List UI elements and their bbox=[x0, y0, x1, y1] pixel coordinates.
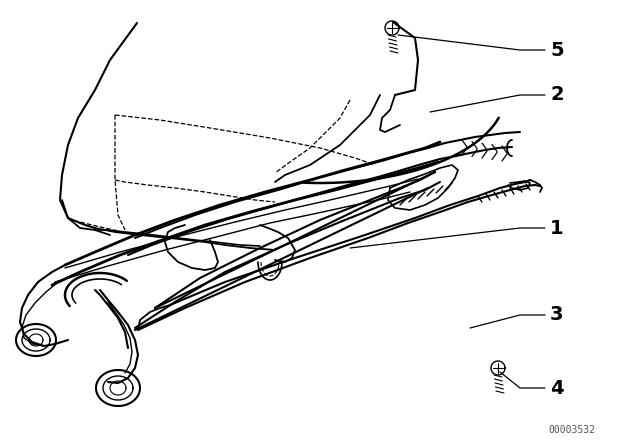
Text: 3: 3 bbox=[550, 306, 563, 324]
Text: 5: 5 bbox=[550, 40, 564, 60]
Text: 00003532: 00003532 bbox=[548, 425, 595, 435]
Text: 1: 1 bbox=[550, 219, 564, 237]
Text: 4: 4 bbox=[550, 379, 564, 397]
Text: 2: 2 bbox=[550, 86, 564, 104]
